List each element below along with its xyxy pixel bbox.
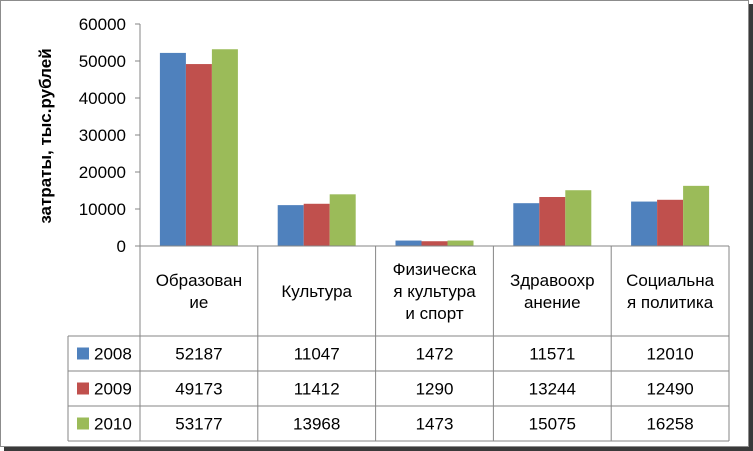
bar-2008-1 [277,205,304,246]
legend-key-2010 [77,417,89,430]
y-tick-label: 30000 [79,126,126,145]
category-label: анение [524,293,581,312]
data-label: 11571 [529,345,575,364]
data-label: 1290 [416,380,454,399]
y-axis-title-group: затраты, тыс.рублей [36,48,55,223]
bar-2008-4 [631,201,658,246]
y-tick-label: 10000 [79,200,126,219]
category-label: Физическа [393,260,477,279]
data-label: 1473 [416,415,454,434]
bar-2008-3 [513,203,540,246]
legend-key-2009 [77,382,89,395]
category-label: Культура [281,282,352,301]
y-axis-title: затраты, тыс.рублей [36,48,55,223]
category-label: Социальна [626,271,715,290]
category-label: Образован [156,271,242,290]
bar-2008-2 [395,240,422,246]
bar-2010-0 [211,49,238,246]
bar-2008-0 [159,52,186,247]
y-tick-label: 40000 [79,89,126,108]
legend-label: 2010 [94,415,132,434]
category-label: я политика [627,293,714,312]
legend-key-2008 [77,347,89,360]
data-label: 11047 [294,345,340,364]
category-label: ие [189,293,208,312]
data-label: 16258 [646,415,693,434]
data-label: 12490 [646,380,693,399]
data-label: 52187 [175,345,222,364]
bar-2009-1 [303,203,330,246]
y-tick-label: 60000 [79,15,126,34]
bar-2010-1 [329,194,356,246]
data-label: 1472 [416,345,454,364]
data-label: 12010 [646,345,693,364]
data-label: 15075 [529,415,576,434]
bar-2009-0 [185,64,212,246]
data-table: Образован ие Культура Физическа я культура и … [67,245,730,442]
legend-label: 2008 [94,345,132,364]
plot-area: 0 10000 20000 30000 40000 50000 60000 [79,15,710,256]
bar-2009-2 [421,241,448,246]
data-label: 53177 [175,415,222,434]
data-label: 13244 [529,380,576,399]
data-label: 13968 [293,415,340,434]
legend-label: 2009 [94,380,132,399]
bar-2010-4 [683,185,710,246]
category-label: я культура [393,282,476,301]
bar-2010-3 [565,190,592,246]
y-tick-label: 0 [117,237,126,256]
bar-2009-3 [539,196,566,246]
category-label: и спорт [405,304,463,323]
y-tick-label: 20000 [79,163,126,182]
category-label: Здравоохр [510,271,595,290]
y-tick-label: 50000 [79,52,126,71]
data-label: 11412 [294,380,340,399]
data-label: 49173 [175,380,222,399]
bar-2010-2 [447,240,474,246]
bar-2009-4 [657,199,684,246]
